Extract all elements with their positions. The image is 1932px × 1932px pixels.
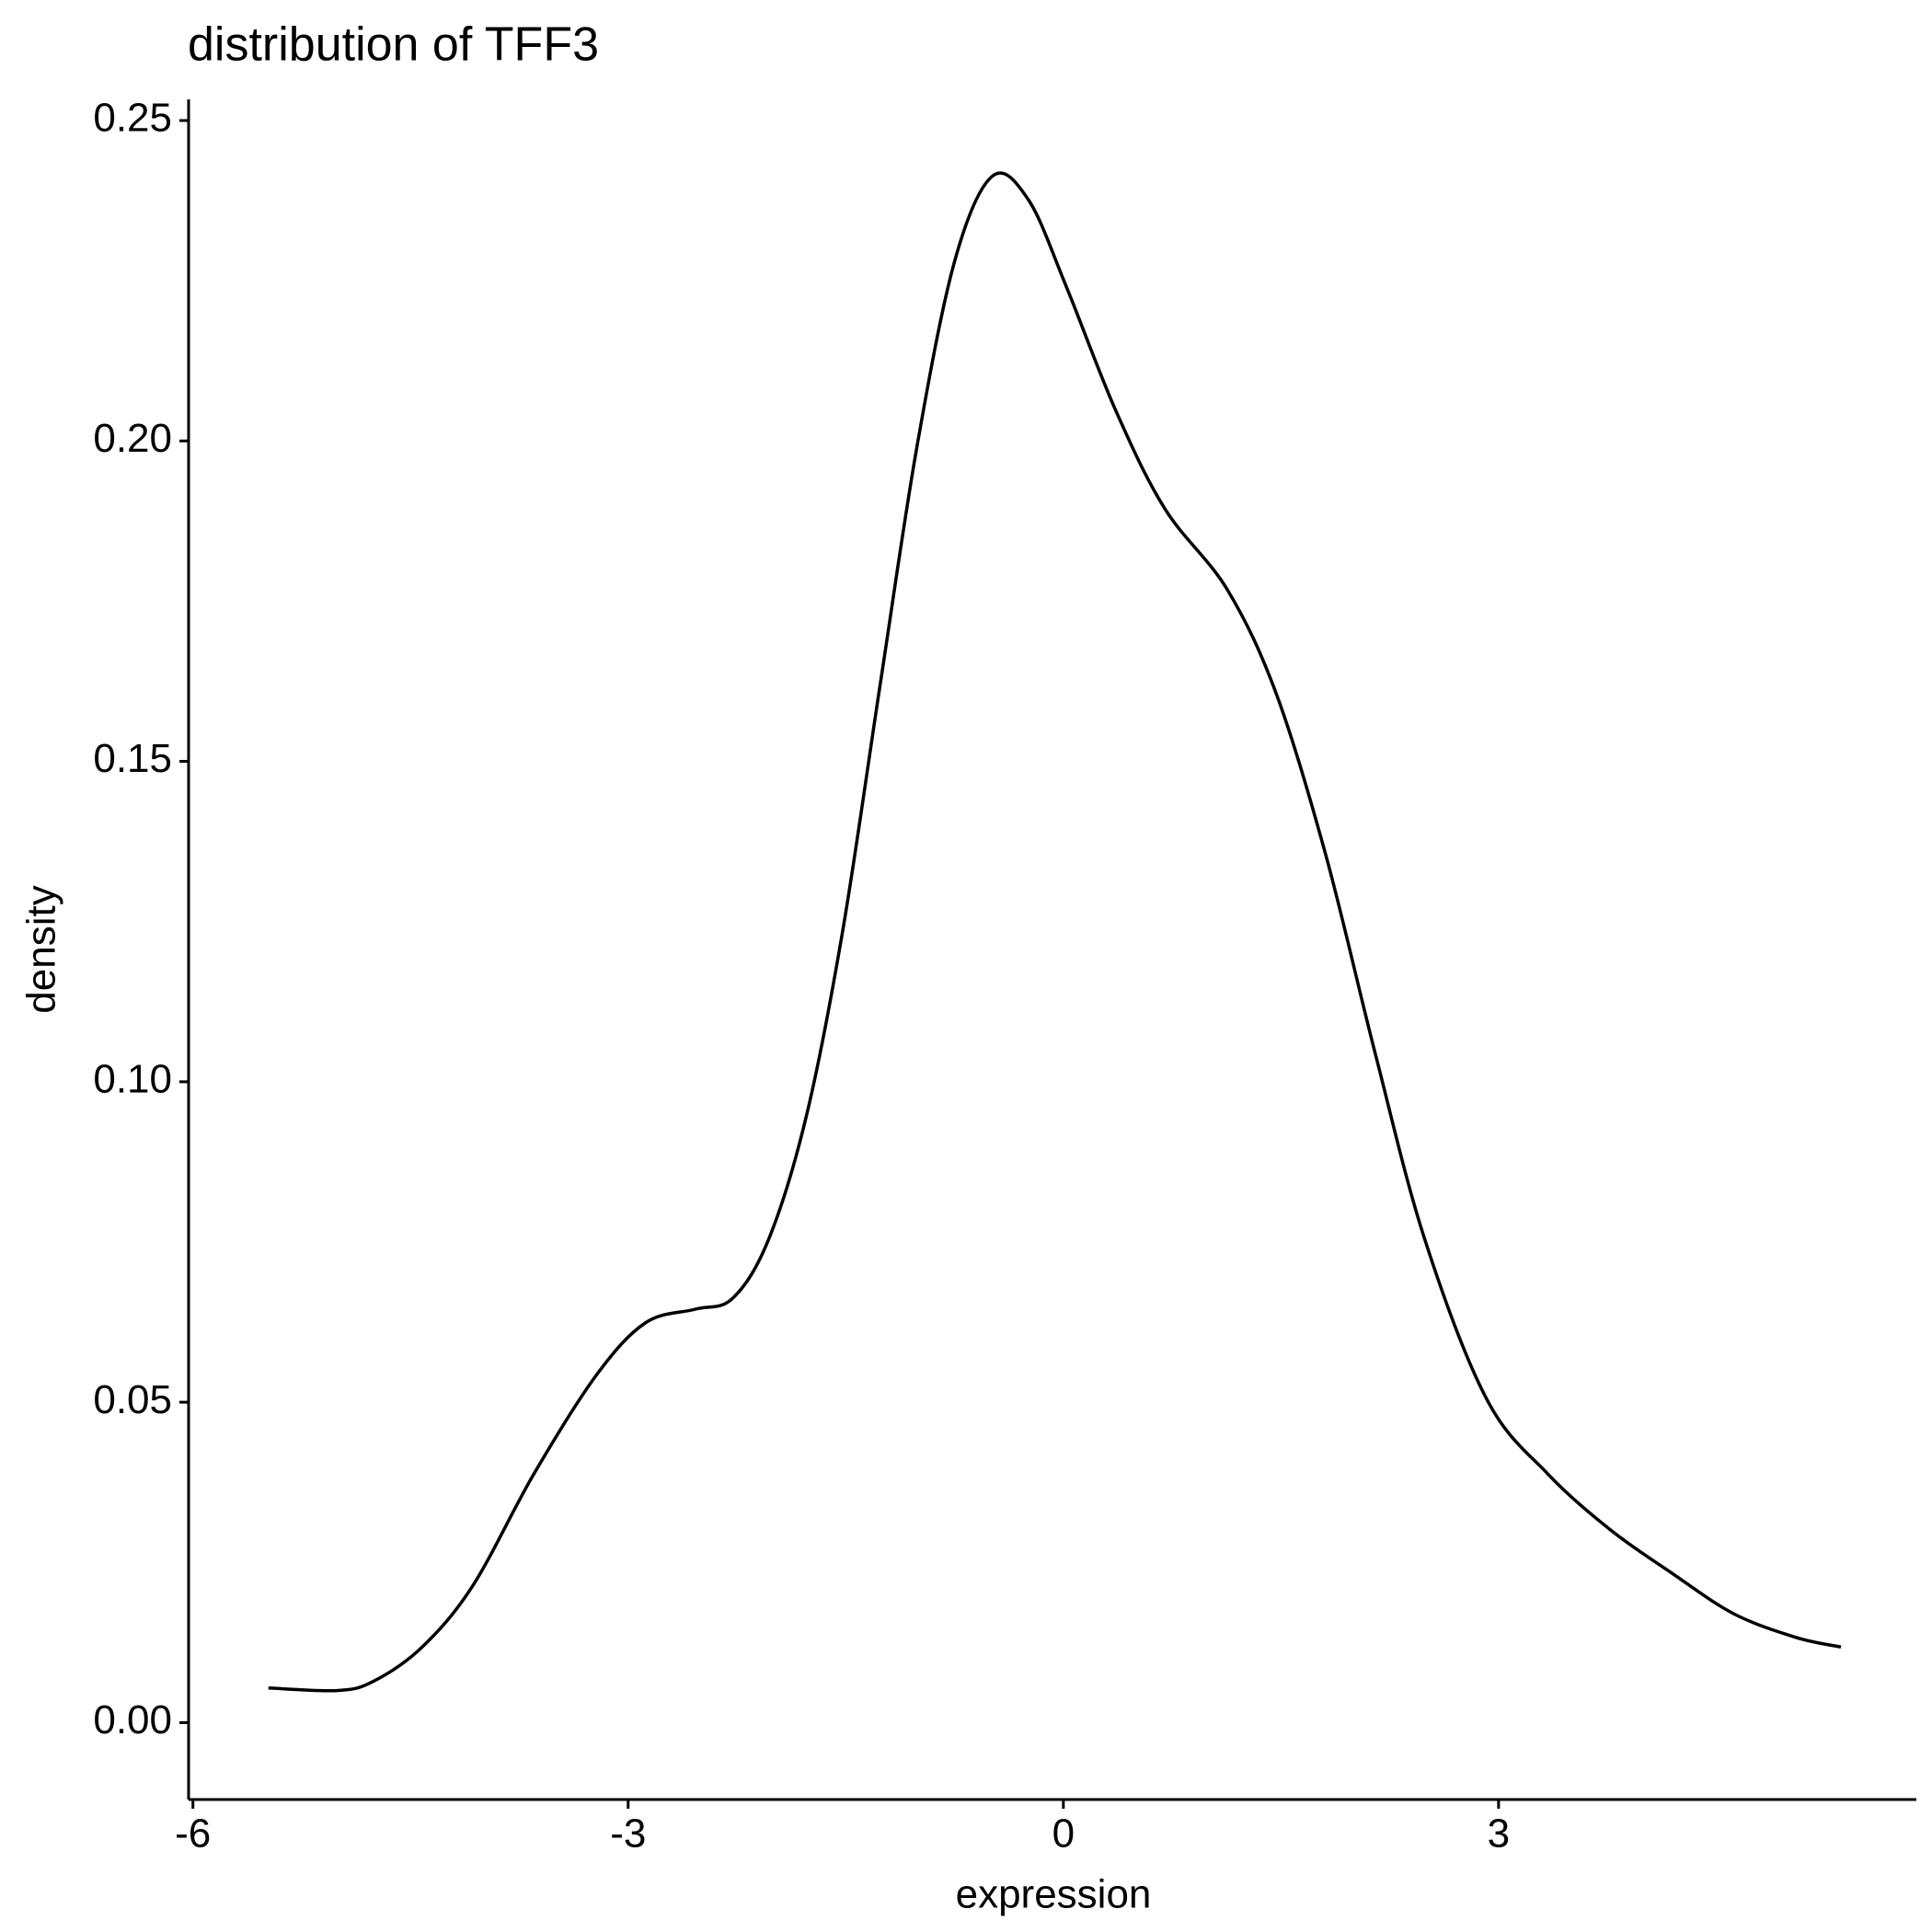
x-tick-label: -6 [175,1811,211,1857]
x-axis-label: expression [956,1872,1152,1917]
y-tick-label: 0.15 [93,736,172,781]
x-tick-label: 3 [1488,1811,1510,1857]
density-line [268,171,1842,1693]
y-tick-label: 0.00 [93,1697,172,1742]
x-tick-label: 0 [1052,1811,1075,1857]
chart-title: distribution of TFF3 [188,18,599,72]
y-tick-label: 0.05 [93,1377,172,1422]
y-tick-label: 0.10 [93,1056,172,1101]
y-tick-label: 0.25 [93,96,172,141]
x-tick-label: -3 [610,1811,646,1857]
y-tick-label: 0.20 [93,416,172,461]
y-axis-label: density [19,885,64,1013]
